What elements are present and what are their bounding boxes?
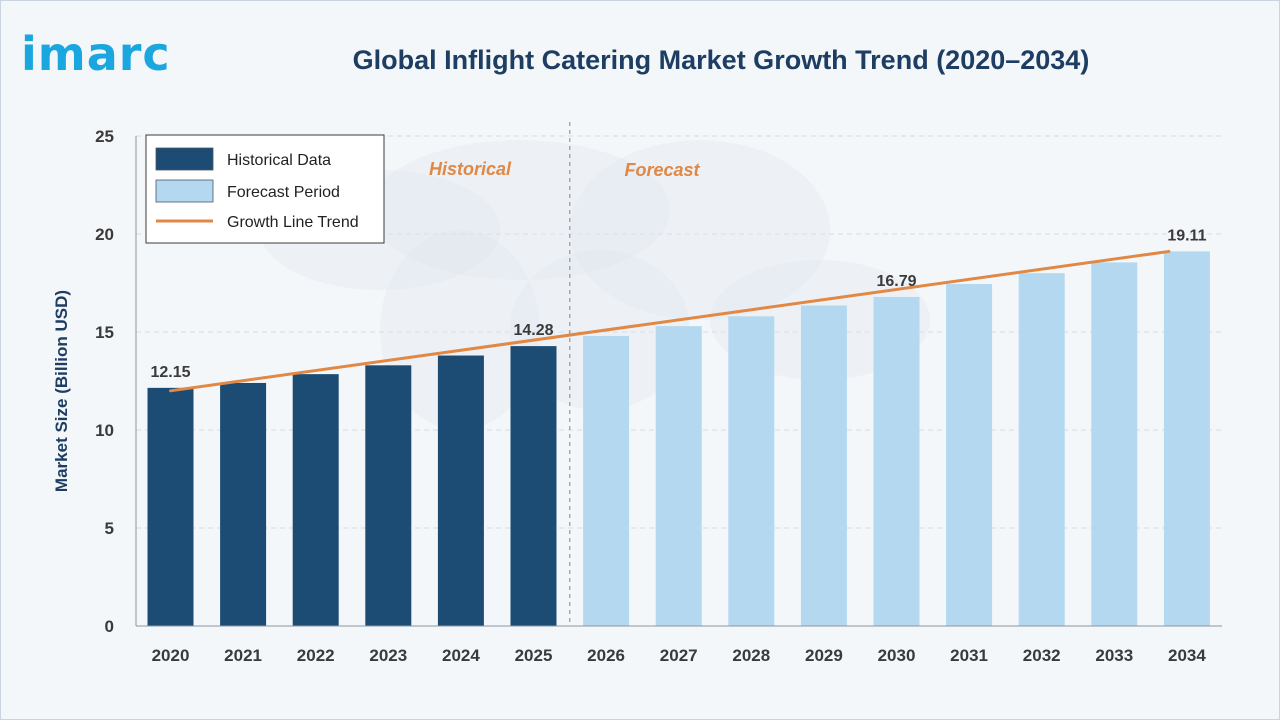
x-tick-label: 2020: [152, 646, 190, 665]
historical-bar-2025: [510, 346, 557, 626]
forecast-bar-2034: [1163, 251, 1210, 626]
x-tick-label: 2031: [950, 646, 988, 665]
forecast-bar-2029: [800, 305, 847, 626]
legend: Historical Data Forecast Period Growth Lin…: [145, 134, 385, 244]
forecast-bar-2028: [728, 316, 775, 626]
legend-label-2: Growth Line Trend: [227, 214, 359, 231]
data-label-2034: 19.11: [1167, 227, 1206, 244]
x-tick-label: 2022: [297, 646, 335, 665]
map-shape: [380, 230, 540, 430]
data-label-2020: 12.15: [150, 364, 190, 381]
x-tick-label: 2030: [878, 646, 916, 665]
map-shape: [570, 140, 830, 320]
y-tick-label: 20: [95, 225, 114, 244]
y-axis-label: Market Size (Billion USD): [52, 290, 71, 492]
historical-annotation: Historical: [429, 159, 512, 179]
chart-title: Global Inflight Catering Market Growth T…: [352, 45, 1090, 75]
data-label-2030: 16.79: [876, 273, 916, 290]
x-tick-label: 2026: [587, 646, 625, 665]
x-tick-label: 2032: [1023, 646, 1061, 665]
y-tick-label: 10: [95, 421, 114, 440]
forecast-bar-2032: [1018, 273, 1065, 626]
forecast-bar-2033: [1091, 262, 1138, 626]
imarc-logo: imarc: [21, 27, 171, 81]
historical-bar-2024: [437, 355, 484, 626]
forecast-annotation: Forecast: [624, 160, 700, 180]
x-tick-label: 2027: [660, 646, 698, 665]
x-tick-label: 2028: [732, 646, 770, 665]
forecast-bar-2027: [655, 326, 702, 626]
x-tick-label: 2023: [369, 646, 407, 665]
legend-swatch-1: [155, 179, 214, 203]
x-tick-label: 2021: [224, 646, 262, 665]
legend-label-1: Forecast Period: [227, 184, 340, 201]
x-tick-label: 2033: [1095, 646, 1133, 665]
x-tick-label: 2034: [1168, 646, 1206, 665]
y-tick-label: 25: [95, 127, 114, 146]
data-labels: Historical Forecast 12.15 14.28 16.79 19.11: [150, 159, 1207, 393]
legend-swatch-0: [155, 147, 214, 171]
map-shape: [370, 140, 670, 280]
y-tick-label: 15: [95, 323, 114, 342]
historical-bar-2020: [147, 387, 194, 626]
forecast-bar-2031: [946, 283, 993, 626]
growth-trend-line: [169, 249, 1171, 393]
y-tick-label: 0: [105, 617, 114, 636]
forecast-bar-2026: [583, 335, 630, 626]
x-tick-label: 2029: [805, 646, 843, 665]
forecast-bar-2030: [873, 296, 920, 626]
bars: [147, 251, 1210, 626]
historical-bar-2022: [292, 374, 339, 626]
historical-bar-2021: [220, 382, 267, 626]
x-tick-label: 2024: [442, 646, 480, 665]
historical-bar-2023: [365, 365, 412, 626]
x-tick-label: 2025: [515, 646, 553, 665]
legend-label-0: Historical Data: [227, 152, 331, 169]
data-label-2025: 14.28: [513, 322, 553, 339]
y-tick-label: 5: [105, 519, 114, 538]
